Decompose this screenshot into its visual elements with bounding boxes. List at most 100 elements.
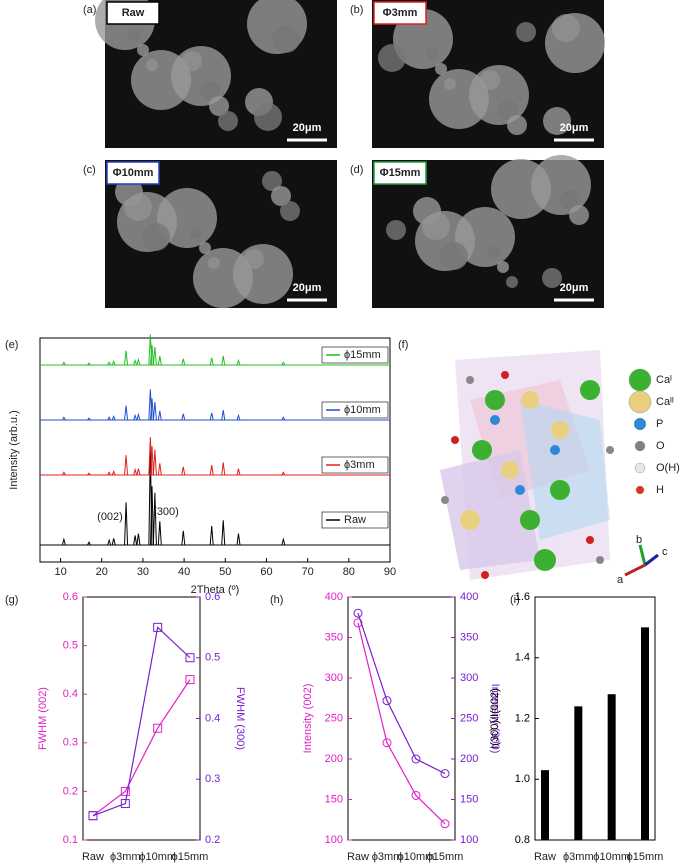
particle [209, 96, 229, 116]
series-line [92, 679, 191, 817]
particle [262, 171, 282, 191]
peak [152, 449, 157, 476]
particle [199, 242, 211, 254]
particle [378, 44, 406, 72]
peak [236, 413, 241, 421]
peak [150, 446, 154, 476]
particle [516, 22, 536, 42]
peak [61, 537, 66, 546]
y-tick-label: 0.3 [63, 737, 78, 749]
y2-axis-label: FWHM (300) [234, 687, 246, 750]
peak [87, 362, 91, 366]
peak [133, 358, 138, 366]
y-tick-label: 0.6 [205, 591, 220, 603]
axis-label: b [636, 534, 642, 546]
peak [111, 470, 116, 476]
legend-label: ϕ15mm [344, 349, 381, 361]
peak [136, 468, 141, 476]
peak [157, 521, 162, 546]
peak [236, 533, 241, 546]
particle [498, 100, 518, 120]
particle [491, 159, 551, 219]
particle [137, 44, 149, 56]
peak [124, 405, 129, 421]
particle [507, 115, 527, 135]
x-tick-label: 60 [260, 566, 272, 578]
peak [107, 538, 112, 546]
x-tick-label: ϕ15mm [427, 851, 464, 863]
scale-label: 20μm [293, 282, 322, 294]
y-tick-label: 1.6 [515, 591, 530, 603]
particle [193, 248, 253, 308]
y-tick-label: 1.2 [515, 712, 530, 724]
bar [607, 694, 616, 840]
peak [87, 472, 91, 476]
peak [152, 401, 157, 421]
y-tick-label: 100 [460, 834, 478, 846]
y-tick-label: 200 [325, 753, 343, 765]
y-tick-label: 0.5 [205, 652, 220, 664]
marker [120, 799, 130, 809]
panel-label: (d) [350, 164, 363, 176]
peak [136, 533, 141, 546]
legend-atom [634, 462, 646, 474]
x-tick-label: ϕ10mm [398, 851, 435, 863]
peak [107, 471, 112, 476]
particle [543, 107, 571, 135]
y-tick-label: 0.2 [205, 834, 220, 846]
x-tick-label: Raw [347, 851, 369, 863]
y-tick-label: 0.3 [205, 773, 220, 785]
peak [281, 471, 286, 476]
x-tick-label: 70 [302, 566, 314, 578]
legend-atom [635, 485, 645, 495]
x-tick-label: ϕ10mm [139, 851, 176, 863]
particle [128, 29, 140, 41]
legend-box [321, 511, 389, 529]
particle [190, 227, 202, 239]
y-tick-label: 300 [325, 672, 343, 684]
particle [280, 201, 300, 221]
scale-label: 20μm [560, 122, 589, 134]
peak [157, 463, 162, 476]
marker [440, 819, 450, 829]
marker [353, 608, 363, 618]
x-tick-label: 90 [384, 566, 396, 578]
sem-label-box [373, 1, 427, 25]
peak [221, 410, 226, 421]
peak [124, 350, 129, 366]
peak [181, 413, 186, 421]
x-tick-label: 30 [137, 566, 149, 578]
sem-label: Φ3mm [383, 7, 418, 19]
y-tick-label: 200 [460, 753, 478, 765]
y-axis-label: Intensity (arb.u.) [8, 410, 20, 489]
y-tick-label: 300 [460, 672, 478, 684]
particle [545, 13, 605, 73]
marker [153, 723, 163, 733]
y-axis-label: Intensity (002) [302, 684, 314, 754]
peak [209, 465, 214, 476]
legend-label: ϕ10mm [344, 404, 381, 416]
peak [209, 357, 214, 366]
y-tick-label: 350 [325, 631, 343, 643]
marker [440, 769, 450, 779]
peak [181, 466, 186, 476]
legend-label: Raw [344, 514, 366, 526]
plot-frame [534, 596, 656, 841]
peak [124, 455, 129, 476]
legend-label: Caᴵᴵ [656, 396, 674, 408]
particle [429, 69, 489, 129]
legend-label: ϕ3mm [344, 459, 375, 471]
particle [254, 103, 282, 131]
peak [150, 398, 154, 421]
legend-label: O(H) [656, 462, 680, 474]
peak [281, 537, 286, 546]
x-tick-label: ϕ15mm [627, 851, 664, 863]
y-tick-label: 0.2 [63, 785, 78, 797]
legend-box [321, 346, 389, 364]
particle [131, 50, 191, 110]
x-tick-label: Raw [534, 851, 556, 863]
peak [152, 346, 157, 366]
legend-label: P [656, 418, 663, 430]
annotation: (002) [97, 511, 123, 523]
